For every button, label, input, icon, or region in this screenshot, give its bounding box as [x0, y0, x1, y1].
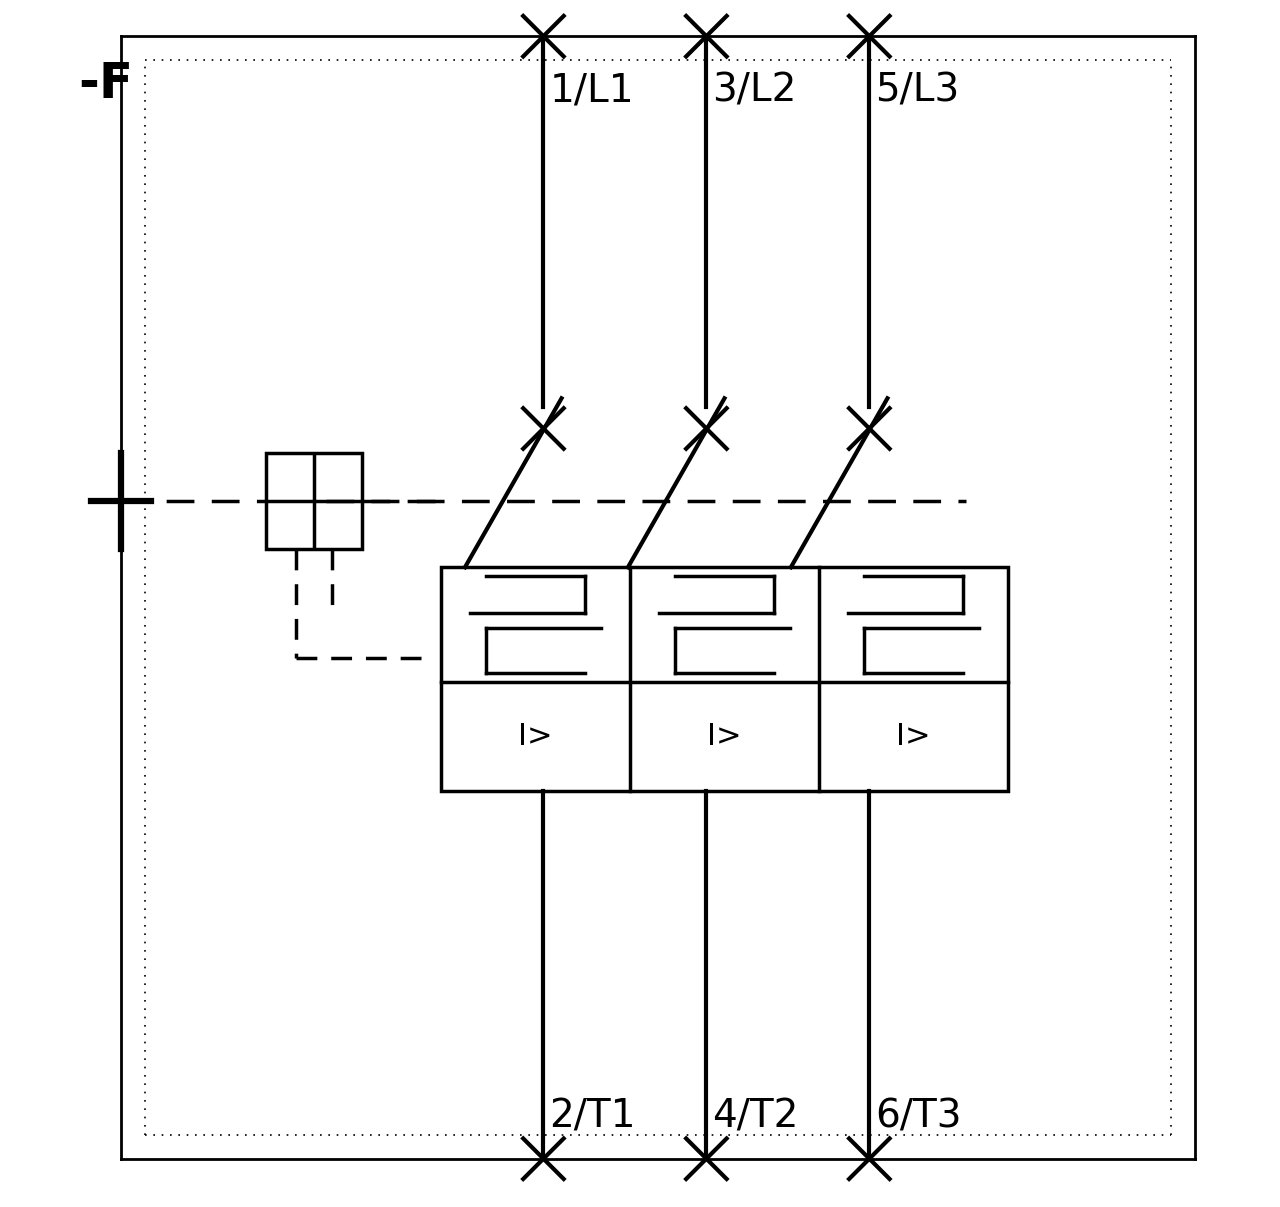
Bar: [440, 567, 1009, 791]
Text: 3/L2: 3/L2: [713, 71, 796, 110]
Text: 2/T1: 2/T1: [549, 1097, 636, 1136]
Text: I>: I>: [518, 722, 553, 751]
Bar: [266, 453, 362, 549]
Text: 1/L1: 1/L1: [549, 71, 634, 110]
Text: -F: -F: [79, 60, 134, 109]
Text: 5/L3: 5/L3: [876, 71, 960, 110]
Text: I>: I>: [896, 722, 931, 751]
Text: I>: I>: [708, 722, 741, 751]
Text: 6/T3: 6/T3: [876, 1097, 961, 1136]
Text: 4/T2: 4/T2: [713, 1097, 799, 1136]
